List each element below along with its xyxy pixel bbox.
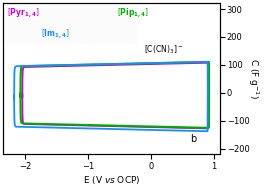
Text: $[\mathregular{Pip_{1,4}}]$: $[\mathregular{Pip_{1,4}}]$: [117, 6, 148, 20]
Text: $[\mathregular{Im_{1,4}}]$: $[\mathregular{Im_{1,4}}]$: [41, 27, 70, 41]
Text: b: b: [190, 134, 196, 144]
Y-axis label: C (F g$^{-1}$): C (F g$^{-1}$): [246, 58, 261, 99]
X-axis label: E (V $\it{vs}$ OCP): E (V $\it{vs}$ OCP): [83, 174, 141, 186]
Text: $[\mathregular{C(CN)_3}]^-$: $[\mathregular{C(CN)_3}]^-$: [144, 44, 183, 57]
Text: $[\mathregular{Pyr_{1,4}}]$: $[\mathregular{Pyr_{1,4}}]$: [7, 6, 39, 20]
Bar: [5, 3, 137, 44]
